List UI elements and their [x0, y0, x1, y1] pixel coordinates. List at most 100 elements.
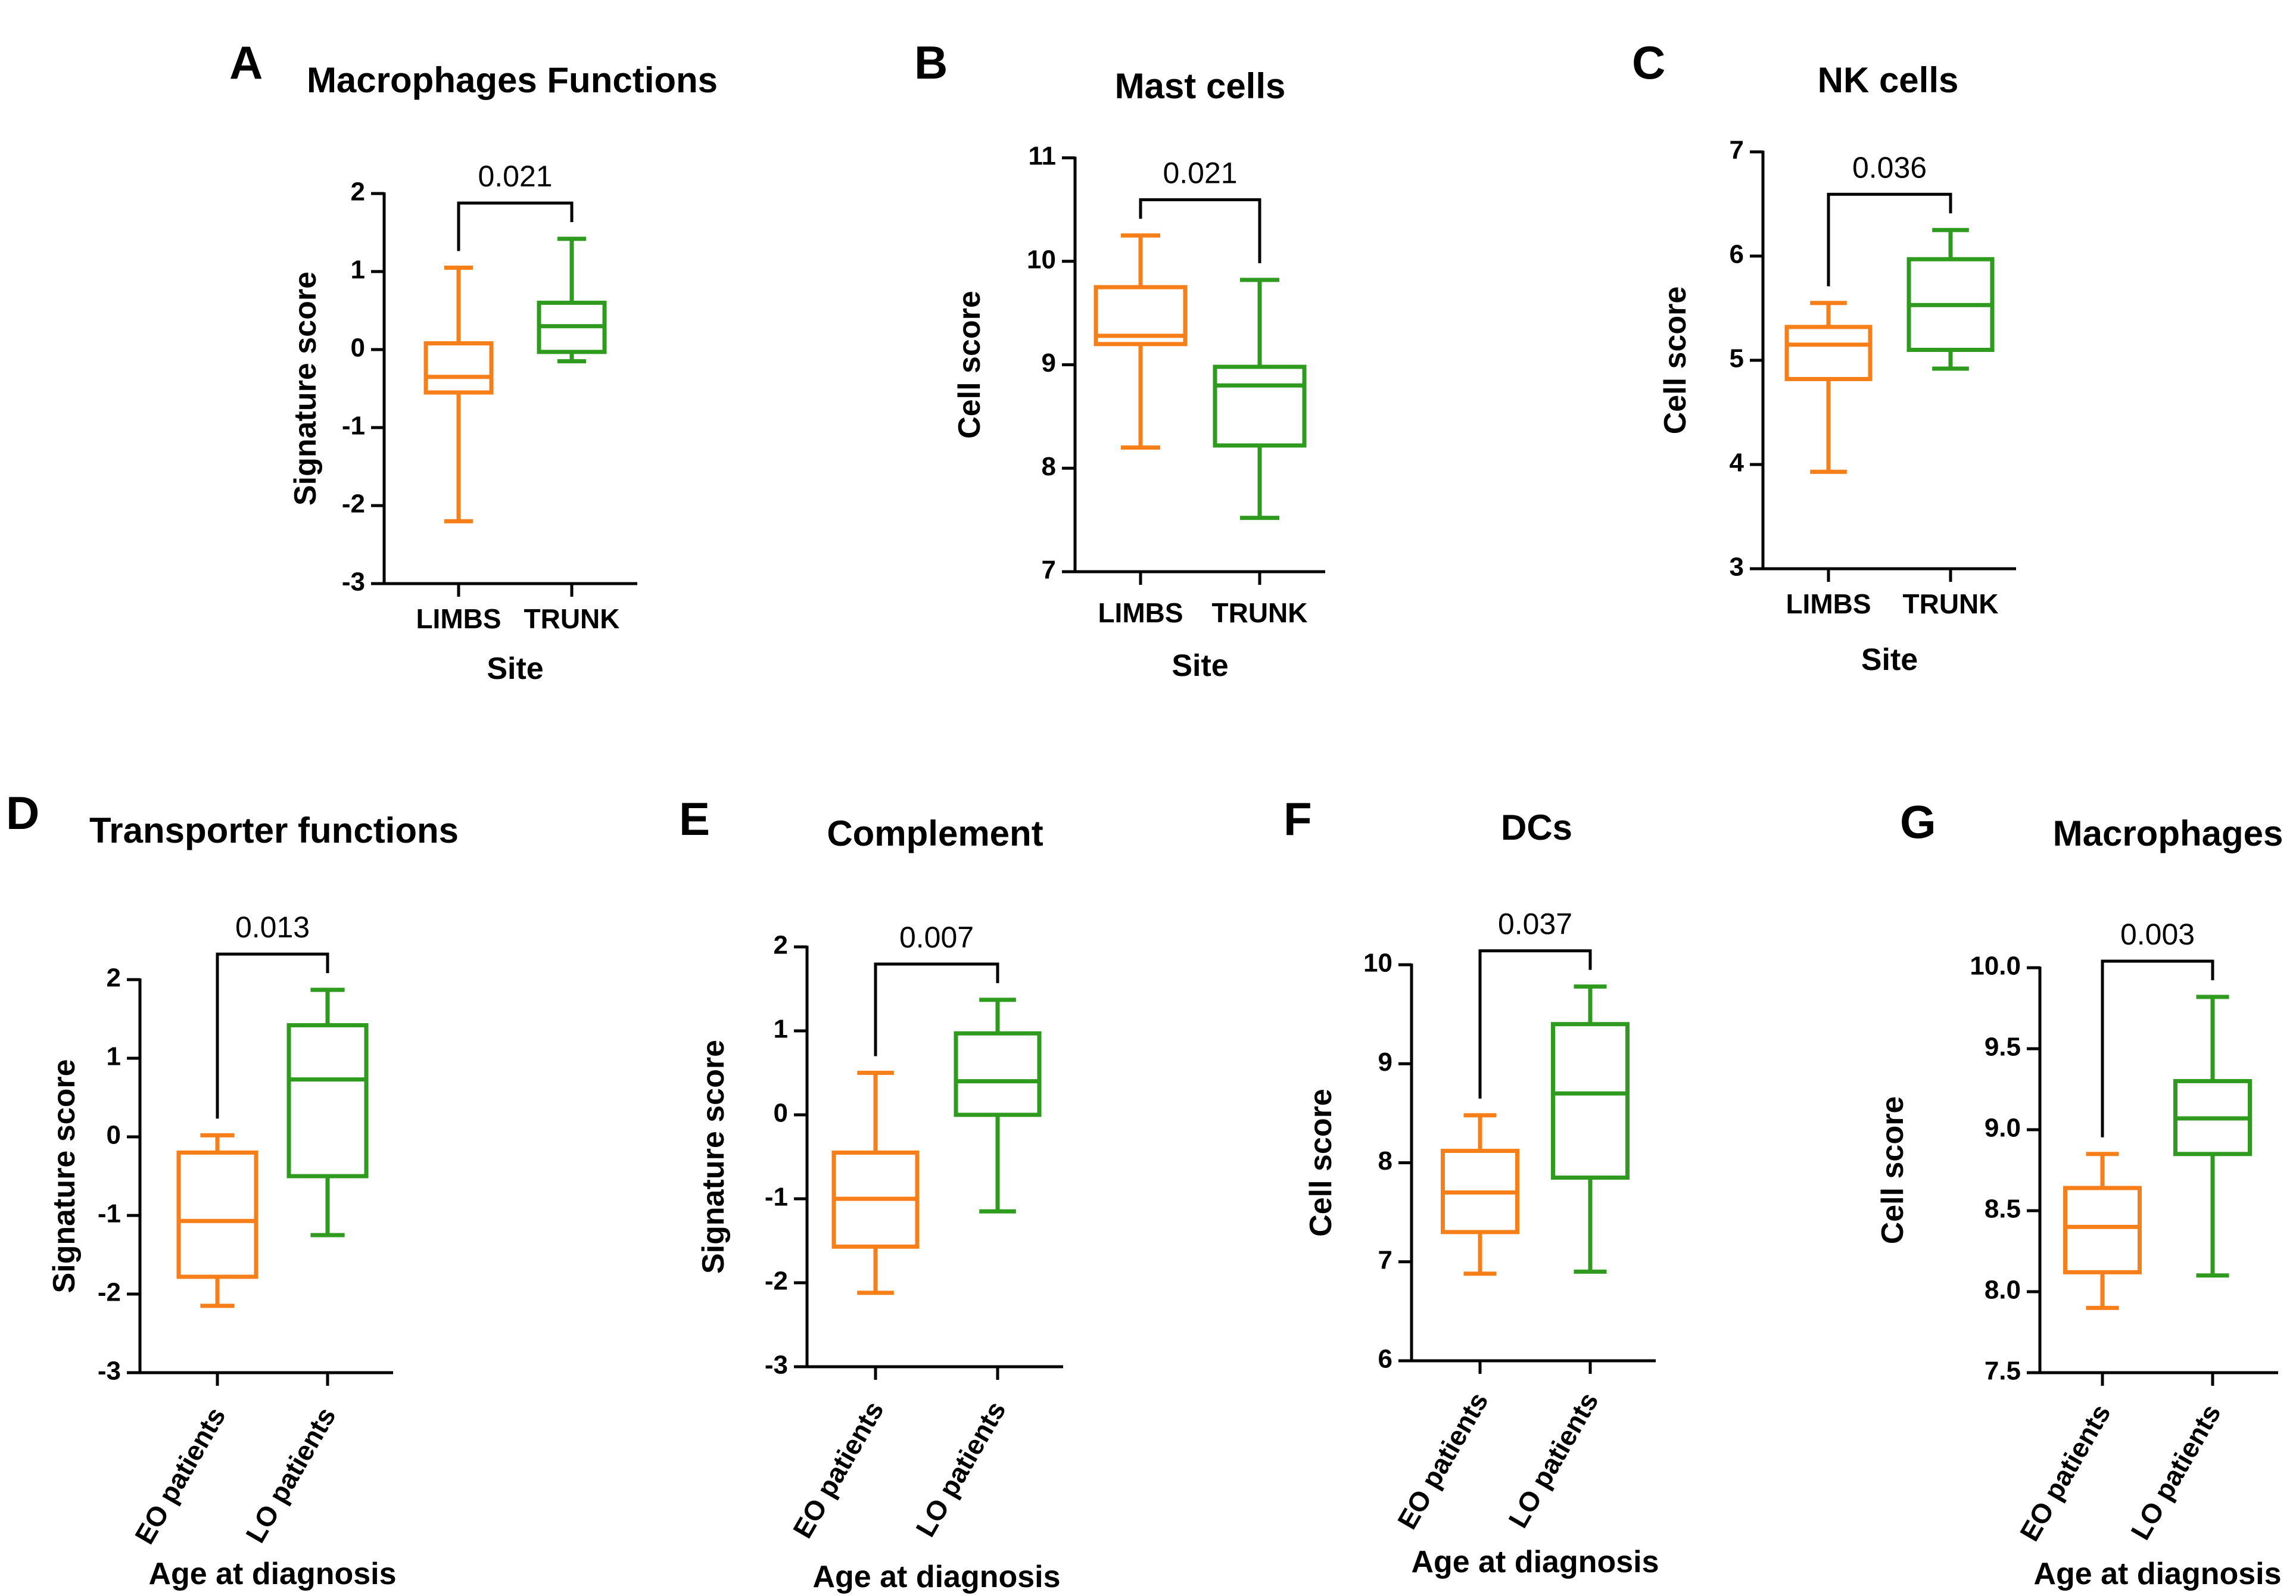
bracket-line — [1827, 192, 1952, 286]
chart-title: Macrophages — [2053, 813, 2283, 853]
p-value-label: 0.007 — [899, 921, 974, 954]
iqr-box — [176, 1150, 258, 1279]
y-axis-label: Signature score — [288, 272, 323, 506]
y-tick-label: 8.0 — [1985, 1276, 2021, 1305]
bracket-line — [874, 962, 999, 1056]
y-axis-label: Cell score — [1876, 1096, 1910, 1245]
y-tick-label: 10 — [1363, 949, 1392, 978]
y-tick-label: -1 — [342, 412, 365, 441]
panel-letter: G — [1900, 796, 1936, 848]
iqr-box — [286, 1023, 369, 1179]
iqr-box — [1213, 364, 1307, 448]
significance-bracket: 0.037 — [1478, 908, 1592, 1099]
iqr-box — [1551, 1022, 1630, 1180]
p-value-label: 0.037 — [1498, 908, 1572, 941]
box-lo-patients: LO patients — [2124, 995, 2252, 1545]
panel-letter: C — [1632, 36, 1665, 89]
y-tick-label: 3 — [1730, 553, 1744, 582]
y-tick-label: -2 — [342, 490, 365, 519]
y-tick-label: 1 — [351, 255, 365, 285]
category-label: LO patients — [909, 1396, 1012, 1542]
significance-bracket: 0.021 — [457, 160, 574, 251]
y-tick-label: 8.5 — [1985, 1195, 2021, 1224]
box-lo-patients: LO patients — [1502, 984, 1630, 1533]
x-axis-label: Age at diagnosis — [148, 1557, 396, 1591]
y-tick-label: 8 — [1042, 452, 1056, 481]
x-axis-label: Age at diagnosis — [1411, 1545, 1659, 1579]
category-label: TRUNK — [1212, 597, 1308, 628]
y-tick-label: 1 — [774, 1015, 788, 1044]
category-label: EO patients — [2014, 1399, 2117, 1546]
y-tick-label: -3 — [342, 568, 365, 597]
panel-c: C NK cells 3 4 5 6 7 Cell score Site LIMBS TRUNK 0.… — [1632, 36, 2016, 677]
y-tick-label: -3 — [765, 1351, 788, 1380]
y-tick-label: -3 — [98, 1357, 121, 1386]
chart-title: DCs — [1501, 808, 1572, 847]
x-axis-label: Site — [487, 652, 543, 686]
chart-title: Mast cells — [1115, 66, 1286, 106]
category-label: LO patients — [239, 1402, 342, 1548]
bracket-line — [2101, 959, 2214, 1137]
chart-title: Macrophages Functions — [307, 60, 718, 100]
panel-f: F DCs 6 7 8 9 10 Cell score Age at diagnosis EO p… — [1283, 793, 1659, 1579]
y-tick-label: 1 — [107, 1042, 121, 1071]
bracket-line — [1478, 949, 1592, 1099]
significance-bracket: 0.013 — [216, 911, 329, 1119]
panel-d: D Transporter functions -3 -2 -1 0 1 2 Signature… — [6, 787, 459, 1591]
box-lo-patients: LO patients — [909, 998, 1042, 1542]
y-tick-label: 9 — [1378, 1048, 1392, 1077]
x-axis-label: Age at diagnosis — [812, 1560, 1060, 1594]
y-tick-label: 10 — [1027, 245, 1056, 274]
category-label: EO patients — [787, 1396, 890, 1543]
y-tick-label: 6 — [1730, 240, 1744, 269]
y-tick-label: 5 — [1730, 344, 1744, 373]
box-limbs: LIMBS — [1094, 233, 1188, 628]
panel-letter: F — [1283, 793, 1312, 845]
y-axis-label: Cell score — [1304, 1089, 1338, 1237]
x-axis-label: Site — [1172, 649, 1228, 683]
panel-a: A Macrophages Functions -3 -2 -1 0 1 2 Signature… — [229, 36, 718, 686]
category-label: LIMBS — [1786, 588, 1871, 619]
iqr-box — [954, 1031, 1042, 1117]
y-tick-label: 7 — [1730, 136, 1744, 165]
category-label: LO patients — [1502, 1387, 1605, 1533]
box-eo-patients: EO patients — [2014, 1152, 2142, 1546]
box-lo-patients: LO patients — [239, 987, 369, 1548]
chart-title: NK cells — [1818, 60, 1959, 100]
category-label: LIMBS — [1098, 597, 1183, 628]
category-label: LO patients — [2124, 1399, 2227, 1545]
y-axis-label: Cell score — [1658, 286, 1693, 435]
y-tick-label: 9.0 — [1985, 1114, 2021, 1143]
chart-title: Transporter functions — [89, 811, 459, 850]
y-axis-label: Signature score — [696, 1040, 731, 1274]
y-tick-label: 0 — [351, 333, 365, 363]
y-tick-label: 9 — [1042, 348, 1056, 378]
iqr-box — [1784, 325, 1873, 381]
p-value-label: 0.021 — [1163, 156, 1237, 189]
y-tick-label: 7 — [1378, 1245, 1392, 1274]
p-value-label: 0.021 — [478, 160, 552, 193]
significance-bracket: 0.007 — [874, 921, 999, 1056]
panel-letter: E — [679, 793, 710, 845]
bracket-line — [216, 952, 329, 1119]
box-limbs: LIMBS — [1784, 301, 1873, 619]
category-label: TRUNK — [1903, 588, 1999, 619]
y-tick-label: 4 — [1730, 448, 1744, 478]
y-axis-label: Cell score — [952, 291, 987, 439]
x-axis-label: Site — [1861, 643, 1918, 677]
y-tick-label: 11 — [1028, 142, 1056, 171]
box-trunk: TRUNK — [1212, 278, 1308, 628]
significance-bracket: 0.021 — [1139, 156, 1261, 264]
panel-letter: B — [914, 36, 948, 89]
significance-bracket: 0.036 — [1827, 151, 1952, 286]
y-tick-label: 8 — [1378, 1146, 1392, 1176]
y-tick-label: 9.5 — [1985, 1033, 2021, 1062]
y-tick-label: 0 — [774, 1099, 788, 1128]
p-value-label: 0.036 — [1852, 151, 1927, 184]
y-tick-label: -1 — [98, 1199, 121, 1229]
y-tick-label: 0 — [107, 1121, 121, 1150]
box-trunk: TRUNK — [524, 236, 619, 634]
category-label: EO patients — [1391, 1387, 1494, 1534]
y-axis-label: Signature score — [47, 1059, 82, 1293]
